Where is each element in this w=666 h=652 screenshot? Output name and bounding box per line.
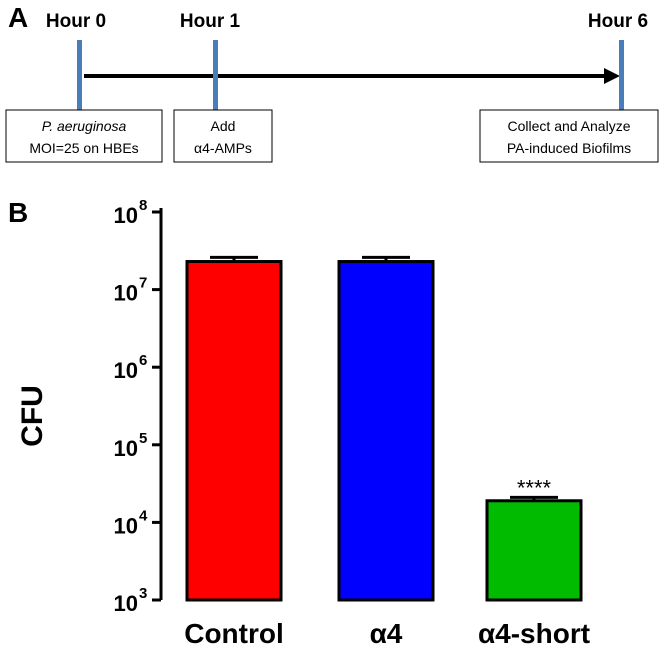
x-axis-ticks: Control α4 α4-short [184, 618, 590, 649]
y-tick-label: 10 [114, 436, 138, 461]
timeline-arrowhead [604, 68, 620, 84]
significance-label: **** [517, 475, 552, 500]
y-tick-label: 10 [114, 281, 138, 306]
y-tick-label: 10 [114, 591, 138, 616]
step-box-collect-line1: Collect and Analyze [508, 118, 631, 134]
y-tick-exponent: 7 [139, 275, 147, 292]
bar [185, 260, 283, 602]
step-box-add-amps [173, 109, 273, 163]
step-box-add-amps-line1: Add [211, 118, 236, 134]
panel-a-label: A [8, 2, 28, 33]
step-box-infection-line1: P. aeruginosa [42, 118, 127, 134]
y-tick-exponent: 8 [139, 197, 147, 214]
step-box-infection-line2: MOI=25 on HBEs [29, 140, 138, 156]
y-tick-exponent: 5 [139, 430, 147, 447]
timepoint-label-0: Hour 0 [46, 11, 106, 32]
y-tick-exponent: 3 [139, 585, 147, 602]
timepoint-label-1: Hour 1 [180, 11, 241, 32]
timepoint-marker-1 [213, 40, 218, 110]
step-box-infection [5, 109, 163, 163]
y-tick-label: 10 [114, 513, 138, 538]
panel-a: A Hour 0 Hour 1 Hour 6 P. aeruginosa MOI… [5, 2, 659, 163]
step-box-add-amps-line2: α4-AMPs [194, 140, 252, 156]
bar [485, 499, 583, 602]
timepoint-marker-0 [77, 40, 82, 110]
panel-b-label: B [8, 197, 28, 228]
y-tick-label: 10 [114, 203, 138, 228]
x-tick-label: α4 [370, 618, 403, 649]
x-tick-label: Control [184, 618, 284, 649]
step-box-collect [479, 109, 659, 163]
y-tick-label: 10 [114, 358, 138, 383]
y-axis-title: CFU [16, 385, 49, 447]
timepoint-label-2: Hour 6 [588, 11, 648, 32]
step-box-collect-line2: PA-induced Biofilms [507, 140, 631, 156]
bars: **** [185, 255, 583, 602]
y-tick-exponent: 6 [139, 352, 147, 369]
bar [337, 260, 435, 602]
timepoint-marker-2 [619, 40, 624, 110]
y-tick-exponent: 4 [139, 507, 148, 524]
x-tick-label: α4-short [478, 618, 590, 649]
